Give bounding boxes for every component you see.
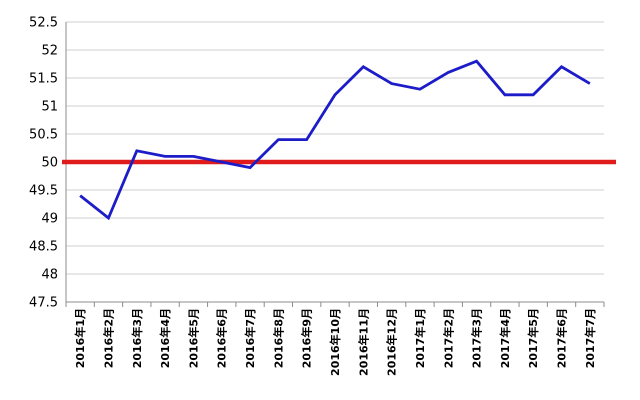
y-tick-label: 50	[41, 156, 58, 171]
y-tick-label: 48.5	[29, 240, 58, 255]
y-tick-label: 48	[41, 268, 58, 283]
x-tick-label: 2016年3月	[130, 308, 144, 368]
x-tick-label: 2016年12月	[385, 308, 399, 376]
x-tick-label: 2017年5月	[526, 308, 540, 368]
y-tick-label: 50.5	[29, 128, 58, 143]
y-tick-label: 47.5	[29, 296, 58, 311]
x-tick-label: 2016年8月	[271, 308, 285, 368]
x-tick-label: 2016年4月	[158, 308, 172, 368]
x-tick-label: 2017年3月	[470, 308, 484, 368]
x-tick-label: 2017年7月	[583, 308, 597, 368]
x-tick-label: 2016年11月	[356, 308, 370, 376]
y-tick-label: 51.5	[29, 72, 58, 87]
y-tick-labels: 47.5 48 48.5 49 49.5 50 50.5 51 51.5 52 52.5	[29, 16, 58, 311]
y-tick-label: 51	[41, 100, 58, 115]
series-line	[79, 59, 591, 221]
axes	[65, 22, 605, 307]
y-tick-label: 52	[41, 44, 58, 59]
x-tick-label: 2016年1月	[73, 308, 87, 368]
y-tick-label: 49	[41, 212, 58, 227]
x-tick-label: 2017年1月	[413, 308, 427, 368]
y-tick-label: 49.5	[29, 184, 58, 199]
x-tick-labels: 2016年1月 2016年2月 2016年3月 2016年4月 2016年5月 2016年…	[73, 308, 597, 376]
y-tick-label: 52.5	[29, 16, 58, 31]
x-tick-label: 2017年4月	[498, 308, 512, 368]
x-tick-label: 2016年10月	[328, 308, 342, 376]
x-tick-label: 2016年5月	[186, 308, 200, 368]
x-tick-label: 2016年6月	[215, 308, 229, 368]
x-tick-label: 2017年6月	[555, 308, 569, 368]
x-tick-label: 2016年9月	[300, 308, 314, 368]
series-group	[79, 59, 591, 221]
x-tick-label: 2016年2月	[101, 308, 115, 368]
x-tick-label: 2017年2月	[441, 308, 455, 368]
x-tick-label: 2016年7月	[243, 308, 257, 368]
